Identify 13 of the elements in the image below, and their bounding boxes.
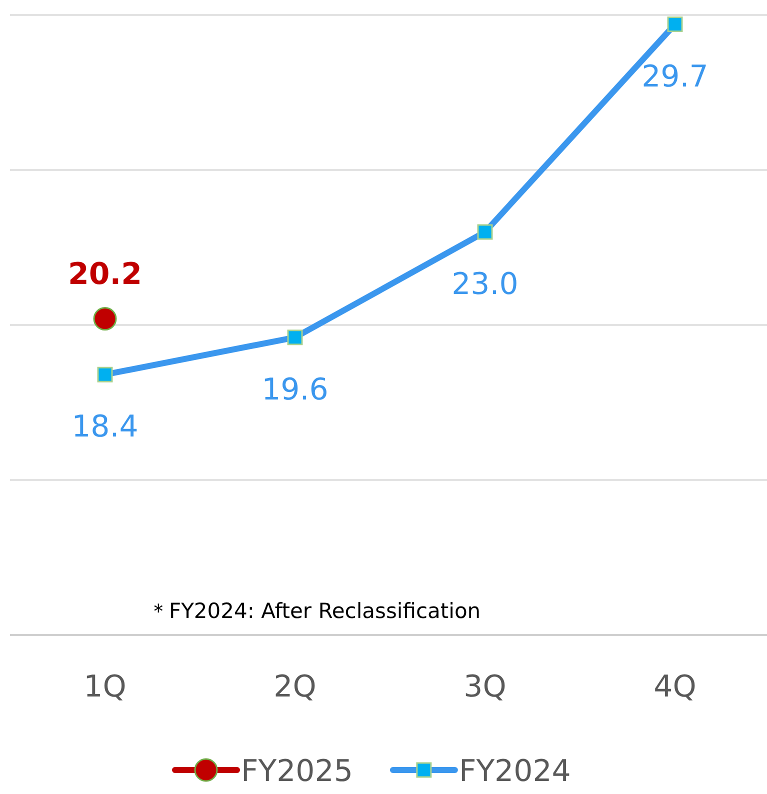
x-tick-label: 1Q — [84, 669, 126, 704]
legend-label: FY2025 — [241, 754, 353, 789]
data-label: 29.7 — [642, 59, 708, 94]
data-label: 18.4 — [72, 410, 138, 445]
data-label: 19.6 — [262, 372, 328, 408]
x-tick-label: 3Q — [464, 669, 506, 704]
data-label: 20.2 — [68, 256, 142, 292]
data-label: 23.0 — [452, 267, 518, 302]
x-tick-label: 4Q — [654, 669, 696, 704]
legend-label: FY2024 — [458, 754, 571, 789]
annotation: ＊FY2024: After Reclassification — [148, 599, 481, 623]
x-tick-label: 2Q — [274, 669, 316, 704]
point — [93, 307, 117, 331]
